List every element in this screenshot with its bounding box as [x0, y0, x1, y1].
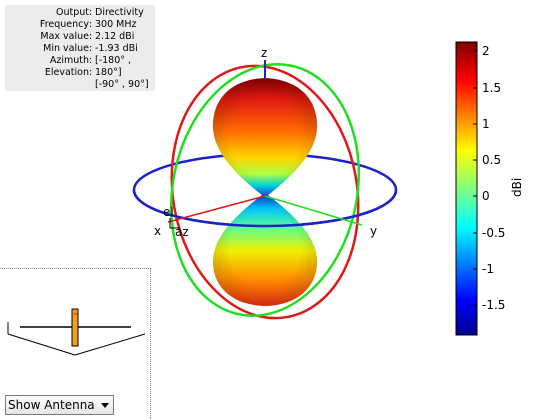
view-mode-selected: Show Antenna [8, 398, 95, 412]
xz-plane-circle [170, 64, 360, 320]
info-value: -1.93 dBi [95, 43, 138, 54]
colorbar-tick-label: 1.5 [482, 81, 501, 95]
info-value: 180°] [95, 67, 122, 78]
colorbar-tick-label: 0.5 [482, 153, 501, 167]
colorbar [455, 41, 478, 336]
yz-plane-circle [169, 63, 361, 317]
info-key: Azimuth [49, 55, 89, 66]
colorbar-tick-label: 1 [482, 117, 490, 131]
info-row-output: Output : Directivity [56, 7, 144, 18]
view-mode-dropdown[interactable]: Show Antenna [5, 395, 114, 415]
z-axis-label: z [261, 46, 267, 60]
info-key: Max value [40, 31, 89, 42]
info-key: Elevation [44, 67, 89, 78]
chevron-down-icon [101, 403, 109, 408]
dipole-element [71, 308, 79, 347]
colorbar-tick-label: 0 [482, 189, 490, 203]
info-value: [-90° , 90°] [95, 79, 149, 90]
x-axis [167, 195, 266, 223]
info-row-frequency: Frequency : 300 MHz [39, 19, 137, 30]
info-row-max: Max value : 2.12 dBi [40, 31, 135, 42]
colorbar-tick-label: -1.5 [482, 298, 505, 312]
antenna-preview-panel [0, 268, 151, 420]
info-value: 300 MHz [95, 19, 137, 30]
info-value: [-180° , [95, 55, 132, 66]
colorbar-tick-label: -0.5 [482, 226, 505, 240]
colorbar-tick-label: 2 [482, 44, 490, 58]
y-axis-label: y [370, 224, 377, 238]
y-axis [264, 195, 363, 226]
info-value: Directivity [95, 7, 144, 18]
colorbar-ticks [473, 50, 477, 306]
colorbar-unit-label: dBi [510, 178, 524, 197]
info-row-elevation: Elevation : 180°] [44, 67, 122, 78]
info-key: Frequency [39, 19, 89, 30]
dipole-antenna-preview [7, 308, 146, 356]
elevation-label: el [163, 205, 174, 219]
x-axis-label: x [154, 224, 161, 238]
info-row-elevation-range: [-90° , 90°] [5, 79, 155, 91]
info-value: 2.12 dBi [95, 31, 135, 42]
info-key: Output [56, 7, 89, 18]
info-key: Min value [43, 43, 89, 54]
colorbar-tick-label: -1 [482, 262, 494, 276]
azimuth-label: az [175, 225, 189, 239]
info-row-azimuth: Azimuth : [-180° , [49, 55, 132, 66]
info-row-min: Min value : -1.93 dBi [43, 43, 138, 54]
info-panel: Output : Directivity Frequency : 300 MHz… [5, 5, 155, 91]
